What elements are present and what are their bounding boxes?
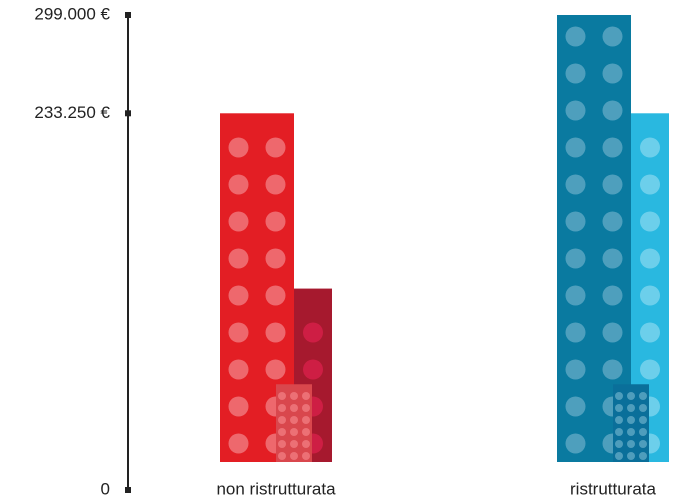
stud	[229, 286, 249, 306]
x-tick-label: ristrutturata	[570, 479, 657, 498]
stud	[615, 404, 623, 412]
stud	[603, 249, 623, 269]
stud	[302, 440, 310, 448]
stud	[639, 428, 647, 436]
stud	[615, 416, 623, 424]
stud	[266, 175, 286, 195]
stud	[603, 64, 623, 84]
stud	[278, 404, 286, 412]
tick-mark	[125, 110, 131, 116]
stud	[302, 404, 310, 412]
y-tick-label: 0	[101, 479, 110, 498]
stud	[627, 404, 635, 412]
stud	[627, 428, 635, 436]
stud	[566, 360, 586, 380]
stud	[303, 323, 323, 343]
stud	[303, 360, 323, 380]
stud	[266, 360, 286, 380]
stud	[615, 440, 623, 448]
stud	[603, 212, 623, 232]
stud	[266, 323, 286, 343]
stud	[566, 249, 586, 269]
stud	[615, 428, 623, 436]
stud	[278, 392, 286, 400]
y-tick-label: 299.000 €	[34, 4, 110, 23]
stud	[266, 138, 286, 158]
tick-mark	[125, 12, 131, 18]
stud	[229, 138, 249, 158]
stud	[639, 440, 647, 448]
chart: 0 233.250 € 299.000 € non ristrutturata rist…	[0, 0, 683, 502]
stud	[640, 175, 660, 195]
stud	[290, 404, 298, 412]
stud	[229, 397, 249, 417]
stud	[566, 286, 586, 306]
stud	[290, 416, 298, 424]
stud	[627, 392, 635, 400]
page: 0 233.250 € 299.000 € non ristrutturata rist…	[0, 0, 683, 502]
stud	[566, 64, 586, 84]
stud	[639, 416, 647, 424]
stud	[302, 452, 310, 460]
stud	[229, 360, 249, 380]
stud	[603, 101, 623, 121]
stud	[266, 286, 286, 306]
stud	[566, 397, 586, 417]
stud	[278, 452, 286, 460]
stud	[639, 404, 647, 412]
stud	[290, 440, 298, 448]
stud	[266, 212, 286, 232]
stud	[639, 392, 647, 400]
stud	[229, 249, 249, 269]
stud	[627, 416, 635, 424]
stud	[278, 416, 286, 424]
stud	[229, 175, 249, 195]
stud	[266, 249, 286, 269]
stud	[229, 212, 249, 232]
stud	[566, 101, 586, 121]
stud	[278, 440, 286, 448]
stud	[640, 323, 660, 343]
stud	[603, 138, 623, 158]
x-tick-label: non ristrutturata	[216, 479, 336, 498]
stud	[302, 428, 310, 436]
stud	[302, 416, 310, 424]
stud	[615, 392, 623, 400]
stud	[229, 323, 249, 343]
stud	[640, 138, 660, 158]
stud	[290, 392, 298, 400]
stud	[566, 138, 586, 158]
stud	[566, 212, 586, 232]
tick-mark	[125, 487, 131, 493]
stud	[640, 360, 660, 380]
stud	[290, 428, 298, 436]
stud	[603, 286, 623, 306]
stud	[640, 212, 660, 232]
stud	[603, 175, 623, 195]
stud	[640, 286, 660, 306]
stud	[290, 452, 298, 460]
stud	[603, 323, 623, 343]
stud	[278, 428, 286, 436]
stud	[640, 249, 660, 269]
stud	[639, 452, 647, 460]
stud	[603, 27, 623, 47]
stud	[566, 27, 586, 47]
stud	[615, 452, 623, 460]
stud	[566, 175, 586, 195]
stud	[566, 323, 586, 343]
stud	[627, 440, 635, 448]
stud	[603, 360, 623, 380]
stud	[627, 452, 635, 460]
stud	[566, 434, 586, 454]
stud	[302, 392, 310, 400]
stud	[229, 434, 249, 454]
y-tick-label: 233.250 €	[34, 103, 110, 122]
